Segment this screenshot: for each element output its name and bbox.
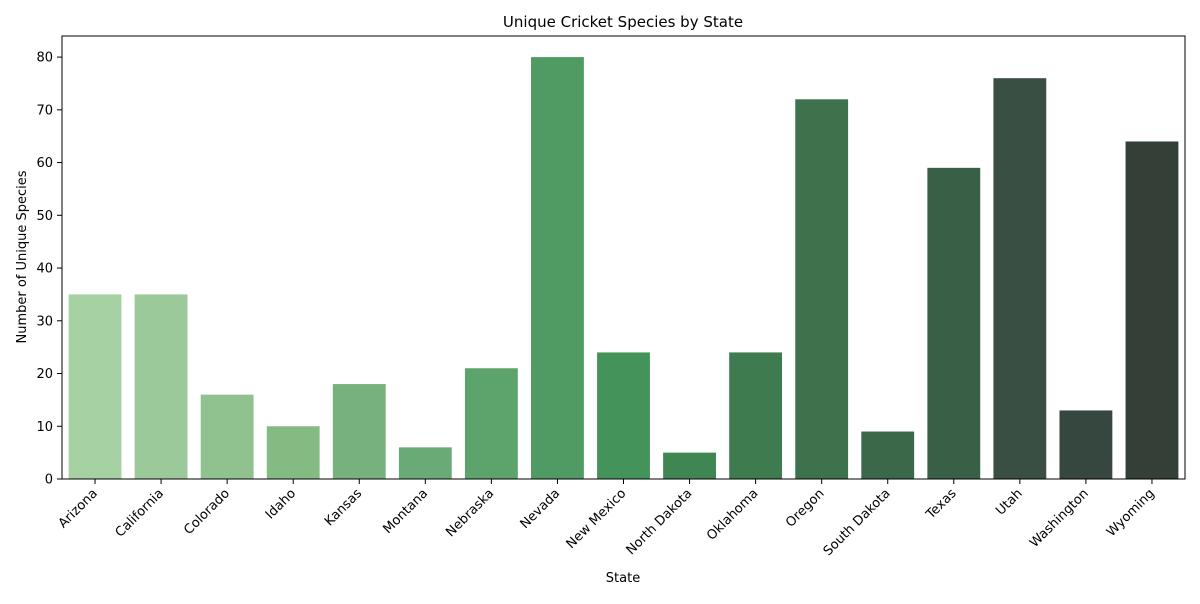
y-tick-label: 60 <box>36 156 53 171</box>
bar-south-dakota <box>861 431 915 479</box>
x-tick-label: Kansas <box>322 486 365 529</box>
bar-idaho <box>266 426 320 479</box>
x-tick-label: Oregon <box>783 486 827 530</box>
x-tick-label: Nevada <box>518 486 564 532</box>
x-tick-label: Washington <box>1027 486 1092 551</box>
y-tick-label: 40 <box>36 262 53 277</box>
x-tick-label: Montana <box>380 486 431 537</box>
x-tick-label: North Dakota <box>624 486 696 558</box>
bars-group <box>68 57 1179 480</box>
bar-north-dakota <box>663 452 716 479</box>
plot-frame <box>61 35 1186 480</box>
bar-washington <box>1059 410 1113 479</box>
x-tick-label: Wyoming <box>1104 486 1158 540</box>
bar-montana <box>398 447 452 479</box>
x-tick-label: Utah <box>993 486 1025 518</box>
y-tick-label: 30 <box>36 314 53 329</box>
bar-new-mexico <box>597 352 650 479</box>
x-tick-label: Texas <box>923 486 960 523</box>
x-tick-label: Idaho <box>263 486 299 522</box>
bar-kansas <box>332 384 386 479</box>
bar-wyoming <box>1125 141 1179 479</box>
x-axis: Arizona California Colorado Idaho Kansas Mont… <box>56 479 1158 559</box>
y-axis-title: Number of Unique Species <box>15 170 30 343</box>
x-tick-label: New Mexico <box>564 486 630 552</box>
bar-california <box>134 294 188 479</box>
x-tick-label: Nebraska <box>443 486 497 540</box>
bar-texas <box>927 167 981 479</box>
y-tick-label: 50 <box>36 209 53 224</box>
y-tick-label: 0 <box>45 473 53 488</box>
y-axis: 0 10 20 30 40 50 60 70 80 <box>36 51 62 488</box>
bar-colorado <box>200 394 254 479</box>
bar-nebraska <box>464 368 518 479</box>
x-tick-label: Colorado <box>181 486 233 538</box>
chart-title: Unique Cricket Species by State <box>503 13 743 31</box>
bar-oklahoma <box>729 352 783 479</box>
y-tick-label: 10 <box>36 420 53 435</box>
bar-oregon <box>795 99 849 480</box>
x-axis-title: State <box>606 571 640 586</box>
y-tick-label: 20 <box>36 367 53 382</box>
x-tick-label: Arizona <box>56 486 101 531</box>
y-tick-label: 80 <box>36 51 53 66</box>
x-tick-label: California <box>113 486 167 540</box>
x-tick-label: South Dakota <box>821 486 894 559</box>
x-tick-label: Oklahoma <box>704 486 761 543</box>
y-tick-label: 70 <box>36 103 53 118</box>
bar-nevada <box>531 57 584 479</box>
bar-arizona <box>68 294 122 479</box>
bar-utah <box>993 78 1047 479</box>
